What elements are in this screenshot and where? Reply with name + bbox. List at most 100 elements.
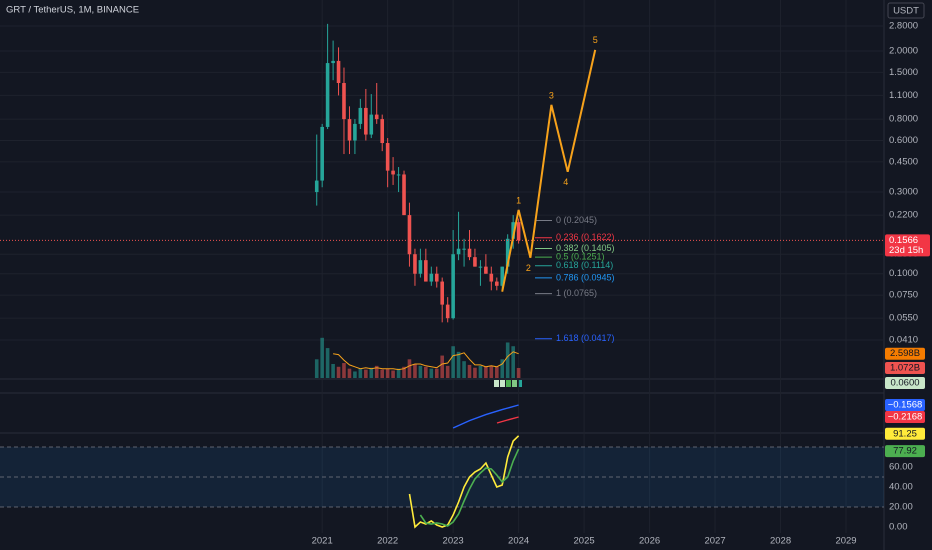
macd-badge-bg <box>885 411 925 423</box>
wave-label: 4 <box>563 177 568 187</box>
y-tick-label: 0.4500 <box>889 156 918 167</box>
stoch-badge: 91.25 <box>893 428 917 439</box>
macd-badge-bg <box>885 399 925 411</box>
candle-body <box>369 114 374 135</box>
fib-label: 0.618 (0.1114) <box>556 260 613 270</box>
volume-bar <box>489 365 494 378</box>
volume-bar <box>314 359 319 378</box>
x-tick-label: 2028 <box>770 536 791 547</box>
wave-label: 2 <box>526 263 531 273</box>
x-tick-label: 2025 <box>574 536 595 547</box>
volume-bar <box>391 370 395 378</box>
x-tick-label: 2022 <box>377 536 398 547</box>
volume-ma <box>333 351 519 371</box>
macd-badge: −0.2168 <box>888 412 923 423</box>
volume-ma-badge: 2.598B <box>890 348 920 359</box>
candle-body <box>358 107 363 124</box>
wave-label: 3 <box>549 90 554 100</box>
candle-body <box>320 126 324 181</box>
elliott-projection <box>501 49 597 292</box>
candle-body <box>353 123 357 141</box>
volume-bar <box>456 351 461 378</box>
candle-body <box>445 304 450 319</box>
volume-bar <box>445 365 450 378</box>
candle-body <box>478 266 483 268</box>
macd-line <box>452 404 519 429</box>
candle-body <box>505 238 510 267</box>
y-tick-label: 2.0000 <box>889 45 918 56</box>
volume-bar <box>511 346 515 378</box>
currency[interactable]: USDT <box>893 6 919 17</box>
signal-squares <box>494 380 522 387</box>
last-price: 0.1566 <box>889 235 918 246</box>
candle-body <box>347 119 352 141</box>
volume-bar <box>369 367 374 378</box>
y-tick-label: 0.6000 <box>889 135 918 146</box>
indicator-badge: 0.0600 <box>890 378 919 389</box>
countdown: 23d 15h <box>889 245 923 256</box>
volume-bar <box>462 361 466 378</box>
wave-label: 5 <box>593 35 598 45</box>
volume-bar <box>396 368 401 378</box>
candle-body <box>380 119 385 144</box>
y-tick-label: 2.8000 <box>889 20 918 31</box>
volume-bar <box>500 359 505 378</box>
x-tick-label: 2029 <box>835 536 856 547</box>
y-tick-label: 1.5000 <box>889 67 918 78</box>
square <box>518 380 522 387</box>
candle-body <box>364 107 368 135</box>
candle-body <box>413 254 417 274</box>
y-tick-label: 0.3000 <box>889 187 918 198</box>
fib-label: 1.618 (0.0417) <box>556 333 615 343</box>
volume-bar <box>380 369 385 378</box>
candle-body <box>331 60 335 64</box>
candle-body <box>336 60 341 84</box>
currency-box[interactable] <box>887 2 925 19</box>
x-tick-label: 2026 <box>639 536 660 547</box>
macd-badge: −0.1568 <box>888 400 923 411</box>
fib-label: 0 (0.2045) <box>556 215 597 225</box>
stoch-tick-label: 60.00 <box>889 462 913 473</box>
candle-body <box>484 266 488 274</box>
volume-bar <box>402 366 406 378</box>
candle-body <box>434 273 439 282</box>
volume-bar <box>484 366 488 378</box>
candle-body <box>407 215 412 255</box>
candle-body <box>500 266 505 286</box>
candle-body <box>489 273 494 282</box>
candle-body <box>424 260 428 282</box>
volume-bar <box>413 363 417 378</box>
candle-body <box>429 273 434 282</box>
x-tick-label: 2024 <box>508 536 529 547</box>
candle-body <box>451 254 455 319</box>
volume-bar <box>429 368 434 378</box>
fib-label: 0.382 (0.1405) <box>556 243 615 253</box>
candle-body <box>495 281 499 286</box>
volume-ma-badge-bg <box>885 347 925 360</box>
y-tick-label: 0.1000 <box>889 268 918 279</box>
x-tick-label: 2027 <box>704 536 725 547</box>
indicator-badge-bg <box>885 377 925 389</box>
volume-bar <box>440 355 444 378</box>
candle-body <box>402 174 406 216</box>
candle-body <box>374 114 379 120</box>
candle-body <box>511 222 515 239</box>
square <box>494 380 499 387</box>
candle-body <box>456 248 461 255</box>
stoch-tick-label: 40.00 <box>889 482 913 493</box>
volume-bar <box>451 346 455 378</box>
candle-body <box>467 248 472 258</box>
stoch-tick-label: 20.00 <box>889 502 913 513</box>
wave-label: 1 <box>516 195 521 205</box>
square <box>512 380 517 387</box>
volume-bar <box>467 364 472 378</box>
volume-bar <box>424 366 428 378</box>
volume-bar <box>336 366 341 378</box>
fib-label: 0.236 (0.1622) <box>556 232 615 242</box>
volume-bar <box>325 348 330 378</box>
volume-bar <box>374 365 379 378</box>
stoch-line <box>419 448 520 527</box>
candle-body <box>325 63 330 127</box>
stoch-tick-label: 0.00 <box>889 522 908 533</box>
